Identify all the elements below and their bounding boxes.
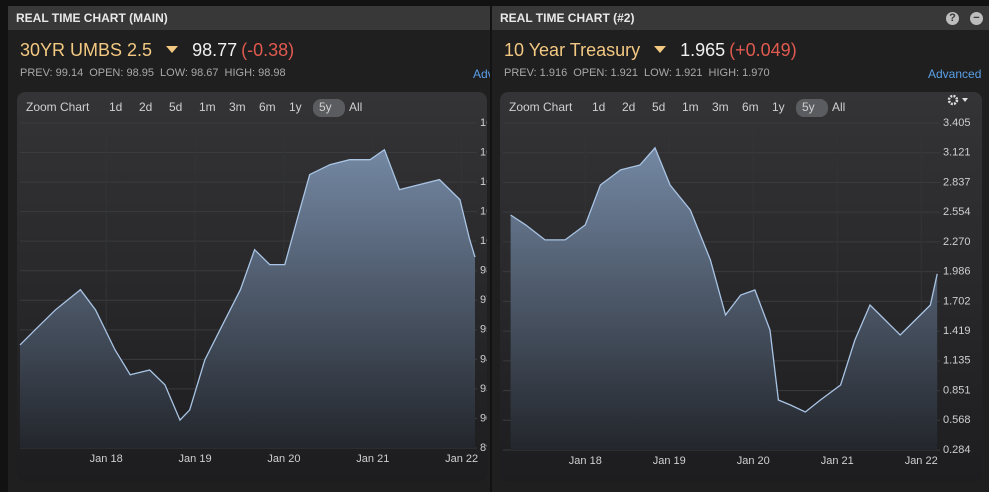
x-tick-label: Jan 21 bbox=[356, 453, 389, 465]
range-button[interactable]: 1y bbox=[289, 100, 302, 114]
stat: PREV: 99.14 bbox=[20, 67, 84, 79]
range-button[interactable]: 1y bbox=[772, 100, 785, 114]
x-tick-label: Jan 22 bbox=[445, 453, 478, 465]
y-tick-label: 16 bbox=[480, 117, 492, 129]
settings-arrow[interactable] bbox=[962, 98, 968, 102]
range-button[interactable]: 1m bbox=[682, 100, 699, 114]
y-tick-label: 0.568 bbox=[943, 414, 971, 426]
y-tick-label: 0.851 bbox=[943, 384, 971, 396]
price-area bbox=[20, 149, 475, 448]
price: 1.965 bbox=[680, 40, 726, 60]
range-button[interactable]: All bbox=[349, 100, 362, 114]
help-icon[interactable]: ? bbox=[946, 12, 959, 25]
panel-title: REAL TIME CHART (#2) bbox=[492, 6, 989, 30]
y-tick-label: 89 bbox=[480, 442, 492, 454]
range-button[interactable]: 6m bbox=[742, 100, 759, 114]
zoom-label: Zoom Chart bbox=[509, 100, 573, 114]
range-button[interactable]: 5y bbox=[802, 100, 815, 114]
stat: LOW: 98.67 bbox=[160, 67, 219, 79]
y-tick-label: 94 bbox=[480, 353, 492, 365]
range-button[interactable]: 5y bbox=[319, 100, 332, 114]
change: (-0.38) bbox=[241, 40, 295, 60]
panel-title: REAL TIME CHART (MAIN) bbox=[8, 6, 490, 30]
x-tick-label: Jan 18 bbox=[90, 453, 123, 465]
price: 98.77 bbox=[192, 40, 238, 60]
range-button[interactable]: 1m bbox=[199, 100, 216, 114]
range-button[interactable]: 1d bbox=[109, 100, 122, 114]
y-tick-label: 2.837 bbox=[943, 176, 971, 188]
y-tick-label: 2.554 bbox=[943, 206, 971, 218]
advanced-link[interactable]: Adv bbox=[473, 67, 490, 81]
x-tick-label: Jan 21 bbox=[821, 455, 854, 467]
minimize-icon[interactable]: − bbox=[970, 12, 983, 25]
y-tick-label: 1.986 bbox=[943, 266, 971, 278]
y-tick-label: 16 bbox=[480, 235, 492, 247]
advanced-link[interactable]: Advanced bbox=[928, 67, 982, 81]
y-tick-label: 3.405 bbox=[943, 117, 971, 129]
x-tick-label: Jan 20 bbox=[267, 453, 300, 465]
quote: 30YR UMBS 2.5 98.77 (-0.38) bbox=[20, 40, 294, 61]
zoom-label: Zoom Chart bbox=[26, 100, 90, 114]
range-button[interactable]: 3m bbox=[229, 100, 246, 114]
y-tick-label: 0.284 bbox=[943, 444, 971, 456]
price-line bbox=[510, 146, 938, 413]
range-button[interactable]: 3m bbox=[712, 100, 729, 114]
x-tick-label: Jan 19 bbox=[653, 455, 686, 467]
y-tick-label: 95 bbox=[480, 324, 492, 336]
x-tick-label: Jan 20 bbox=[737, 455, 770, 467]
range-button[interactable]: 5d bbox=[652, 100, 665, 114]
stat: HIGH: 1.970 bbox=[708, 67, 770, 79]
x-tick-label: Jan 19 bbox=[179, 453, 212, 465]
range-button[interactable]: 1d bbox=[592, 100, 605, 114]
x-tick-label: Jan 22 bbox=[905, 455, 938, 467]
stat: OPEN: 1.921 bbox=[573, 67, 639, 79]
stats: PREV: 1.916 OPEN: 1.921 LOW: 1.921 HIGH: 1.… bbox=[504, 67, 776, 79]
stat: PREV: 1.916 bbox=[504, 67, 568, 79]
stats: PREV: 99.14 OPEN: 98.95 LOW: 98.67 HIGH: 98… bbox=[20, 67, 292, 79]
symbol[interactable]: 30YR UMBS 2.5 bbox=[20, 40, 153, 60]
dropdown-arrow[interactable] bbox=[654, 46, 667, 54]
y-tick-label: 16 bbox=[480, 176, 492, 188]
y-tick-label: 98 bbox=[480, 265, 492, 277]
y-tick-label: 16 bbox=[480, 206, 492, 218]
y-tick-label: 90 bbox=[480, 412, 492, 424]
stat: LOW: 1.921 bbox=[644, 67, 703, 79]
y-tick-label: 97 bbox=[480, 294, 492, 306]
range-highlight bbox=[796, 99, 828, 117]
chart: 0.284 0.568 0.851 1.135 1.419 1.702 1.986 2.270… bbox=[500, 92, 982, 482]
range-button[interactable]: 2d bbox=[139, 100, 152, 114]
price-line bbox=[19, 148, 476, 422]
y-tick-label: 2.270 bbox=[943, 236, 971, 248]
range-button[interactable]: 5d bbox=[169, 100, 182, 114]
range-button[interactable]: All bbox=[832, 100, 845, 114]
symbol[interactable]: 10 Year Treasury bbox=[504, 40, 641, 60]
stat: HIGH: 98.98 bbox=[224, 67, 286, 79]
range-button[interactable]: 2d bbox=[622, 100, 635, 114]
change: (+0.049) bbox=[729, 40, 797, 60]
dropdown-arrow[interactable] bbox=[166, 46, 179, 54]
quote: 10 Year Treasury 1.965 (+0.049) bbox=[504, 40, 797, 61]
y-tick-label: 93 bbox=[480, 383, 492, 395]
range-highlight bbox=[313, 99, 345, 117]
stat: OPEN: 98.95 bbox=[89, 67, 155, 79]
range-button[interactable]: 6m bbox=[259, 100, 276, 114]
y-tick-label: 3.121 bbox=[943, 147, 971, 159]
chart: 89 90 93 94 95 97 98 16 16 16 16 16 Jan 18 Jan 19 Jan … bbox=[17, 92, 492, 482]
y-tick-label: 1.419 bbox=[943, 325, 971, 337]
y-tick-label: 16 bbox=[480, 146, 492, 158]
y-tick-label: 1.135 bbox=[943, 355, 971, 367]
settings-icon[interactable] bbox=[947, 94, 959, 106]
price-area bbox=[510, 147, 938, 450]
x-tick-label: Jan 18 bbox=[569, 455, 602, 467]
y-tick-label: 1.702 bbox=[943, 295, 971, 307]
